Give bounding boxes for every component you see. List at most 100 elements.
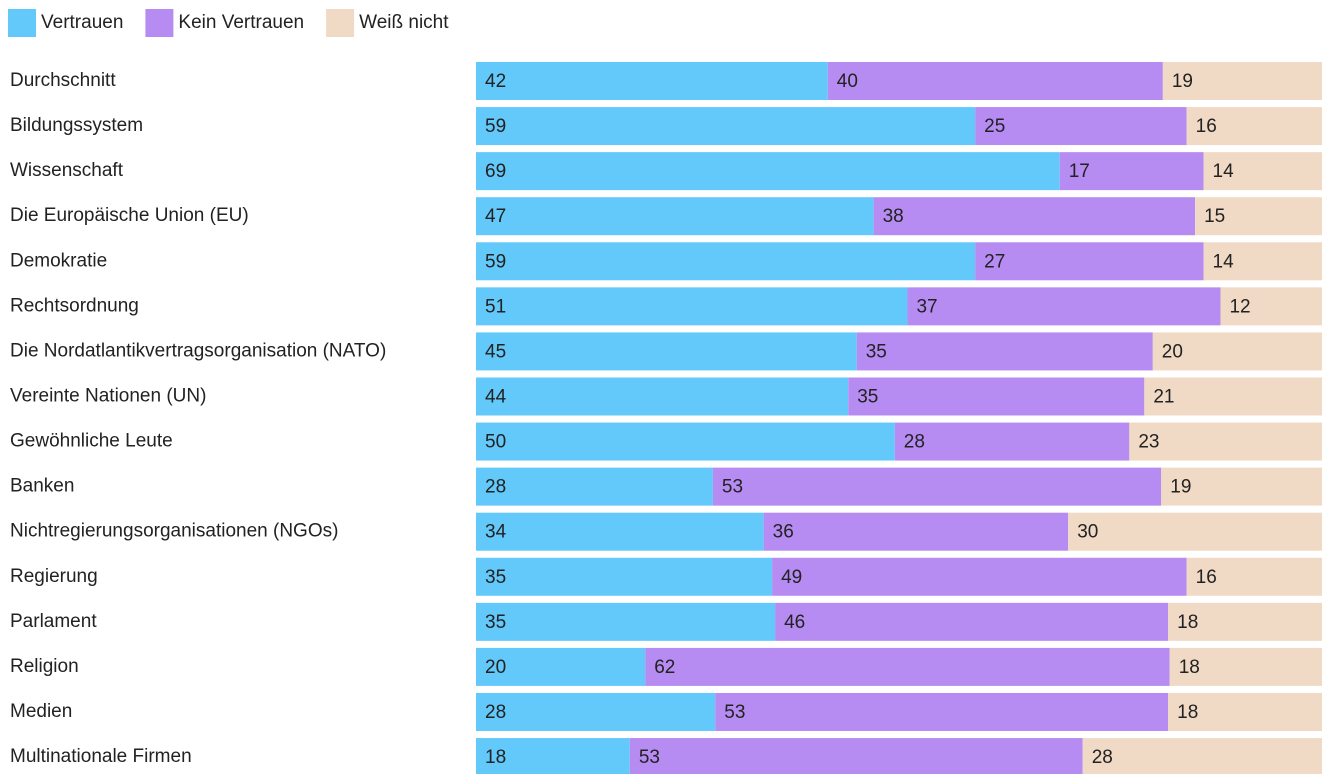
value-label: 45 xyxy=(485,341,506,362)
bar-segment xyxy=(1162,62,1322,100)
value-label: 18 xyxy=(1177,702,1198,723)
value-label: 35 xyxy=(857,387,878,408)
value-label: 35 xyxy=(866,341,887,362)
bar-segment xyxy=(772,557,1187,596)
bar-segment xyxy=(1186,107,1322,146)
value-label: 18 xyxy=(1177,612,1198,633)
bar-segment xyxy=(476,467,713,506)
value-label: 69 xyxy=(485,161,506,182)
value-label: 59 xyxy=(485,251,506,272)
value-label: 19 xyxy=(1170,477,1191,498)
bar-segment xyxy=(1068,512,1322,551)
category-label: Wissenschaft xyxy=(10,160,124,181)
value-label: 28 xyxy=(485,477,506,498)
value-label: 35 xyxy=(485,612,506,633)
bar-segment xyxy=(476,647,646,686)
bar-segment xyxy=(1059,152,1204,191)
bar-segment xyxy=(1168,602,1322,641)
value-label: 21 xyxy=(1153,387,1174,408)
bar-segment xyxy=(1195,197,1322,236)
value-label: 19 xyxy=(1172,71,1193,92)
category-label: Banken xyxy=(10,476,74,497)
bar-segment xyxy=(1203,152,1322,191)
category-label: Die Nordatlantikvertragsorganisation (NA… xyxy=(10,340,386,361)
bar-segment xyxy=(848,377,1145,416)
bar-segment xyxy=(856,332,1153,371)
category-label: Die Europäische Union (EU) xyxy=(10,205,249,226)
bar-segment xyxy=(629,738,1083,774)
value-label: 18 xyxy=(485,747,506,768)
value-label: 53 xyxy=(722,477,743,498)
value-label: 62 xyxy=(654,657,675,678)
bar-segment xyxy=(1203,242,1322,281)
category-label: Vereinte Nationen (UN) xyxy=(10,386,206,407)
legend-label: Kein Vertrauen xyxy=(178,12,304,33)
bar-segment xyxy=(476,197,874,236)
legend-swatch xyxy=(326,9,355,37)
bar-segment xyxy=(1082,738,1322,774)
bar-segment xyxy=(1168,692,1322,731)
bar-segment xyxy=(476,287,908,326)
category-label: Demokratie xyxy=(10,250,107,271)
bar-segment xyxy=(975,107,1187,146)
legend-swatch xyxy=(8,9,36,37)
bar-segment xyxy=(476,602,776,641)
value-label: 14 xyxy=(1213,161,1235,182)
category-label: Bildungssystem xyxy=(10,115,143,136)
bar-segment xyxy=(894,422,1130,461)
value-label: 49 xyxy=(781,567,802,588)
category-label: Gewöhnliche Leute xyxy=(10,431,173,452)
bar-segment xyxy=(712,467,1162,506)
category-label: Durchschnitt xyxy=(10,70,116,91)
value-label: 51 xyxy=(485,296,506,317)
value-label: 23 xyxy=(1138,432,1159,453)
bar-segment xyxy=(476,152,1060,191)
category-label: Multinationale Firmen xyxy=(10,746,192,767)
value-label: 20 xyxy=(1162,341,1183,362)
legend-label: Vertrauen xyxy=(41,12,123,33)
value-label: 28 xyxy=(1092,747,1113,768)
value-label: 17 xyxy=(1069,161,1090,182)
bar-segment xyxy=(1220,287,1322,326)
value-label: 40 xyxy=(837,71,858,92)
value-label: 53 xyxy=(639,747,660,768)
category-label: Medien xyxy=(10,701,72,722)
bar-segment xyxy=(763,512,1069,551)
category-label: Nichtregierungsorganisationen (NGOs) xyxy=(10,521,338,542)
value-label: 28 xyxy=(904,432,925,453)
value-label: 50 xyxy=(485,432,506,453)
bar-segment xyxy=(1186,557,1322,596)
bar-segment xyxy=(1144,377,1322,416)
bar-segment xyxy=(476,557,773,596)
value-label: 20 xyxy=(485,657,506,678)
value-label: 14 xyxy=(1213,251,1235,272)
legend-swatch xyxy=(145,9,174,37)
value-label: 53 xyxy=(724,702,745,723)
bar-segment xyxy=(645,647,1170,686)
value-label: 25 xyxy=(984,116,1005,137)
value-label: 59 xyxy=(485,116,506,137)
bar-segment xyxy=(476,377,849,416)
value-label: 18 xyxy=(1179,657,1200,678)
bar-segment xyxy=(975,242,1204,281)
value-label: 15 xyxy=(1204,206,1225,227)
bar-segment xyxy=(873,197,1196,236)
value-label: 30 xyxy=(1077,522,1098,543)
bar-segment xyxy=(476,738,630,774)
bar-segment xyxy=(775,602,1169,641)
value-label: 42 xyxy=(485,71,506,92)
value-label: 12 xyxy=(1229,296,1250,317)
bar-segment xyxy=(1161,467,1322,506)
value-label: 47 xyxy=(485,206,506,227)
category-label: Parlament xyxy=(10,611,97,632)
bar-segment xyxy=(1169,647,1322,686)
value-label: 28 xyxy=(485,702,506,723)
bar-segment xyxy=(907,287,1221,326)
value-label: 37 xyxy=(916,296,937,317)
bar-segment xyxy=(827,62,1163,100)
category-label: Regierung xyxy=(10,566,98,587)
bar-segment xyxy=(476,512,764,551)
value-label: 44 xyxy=(485,387,507,408)
value-label: 36 xyxy=(773,522,794,543)
